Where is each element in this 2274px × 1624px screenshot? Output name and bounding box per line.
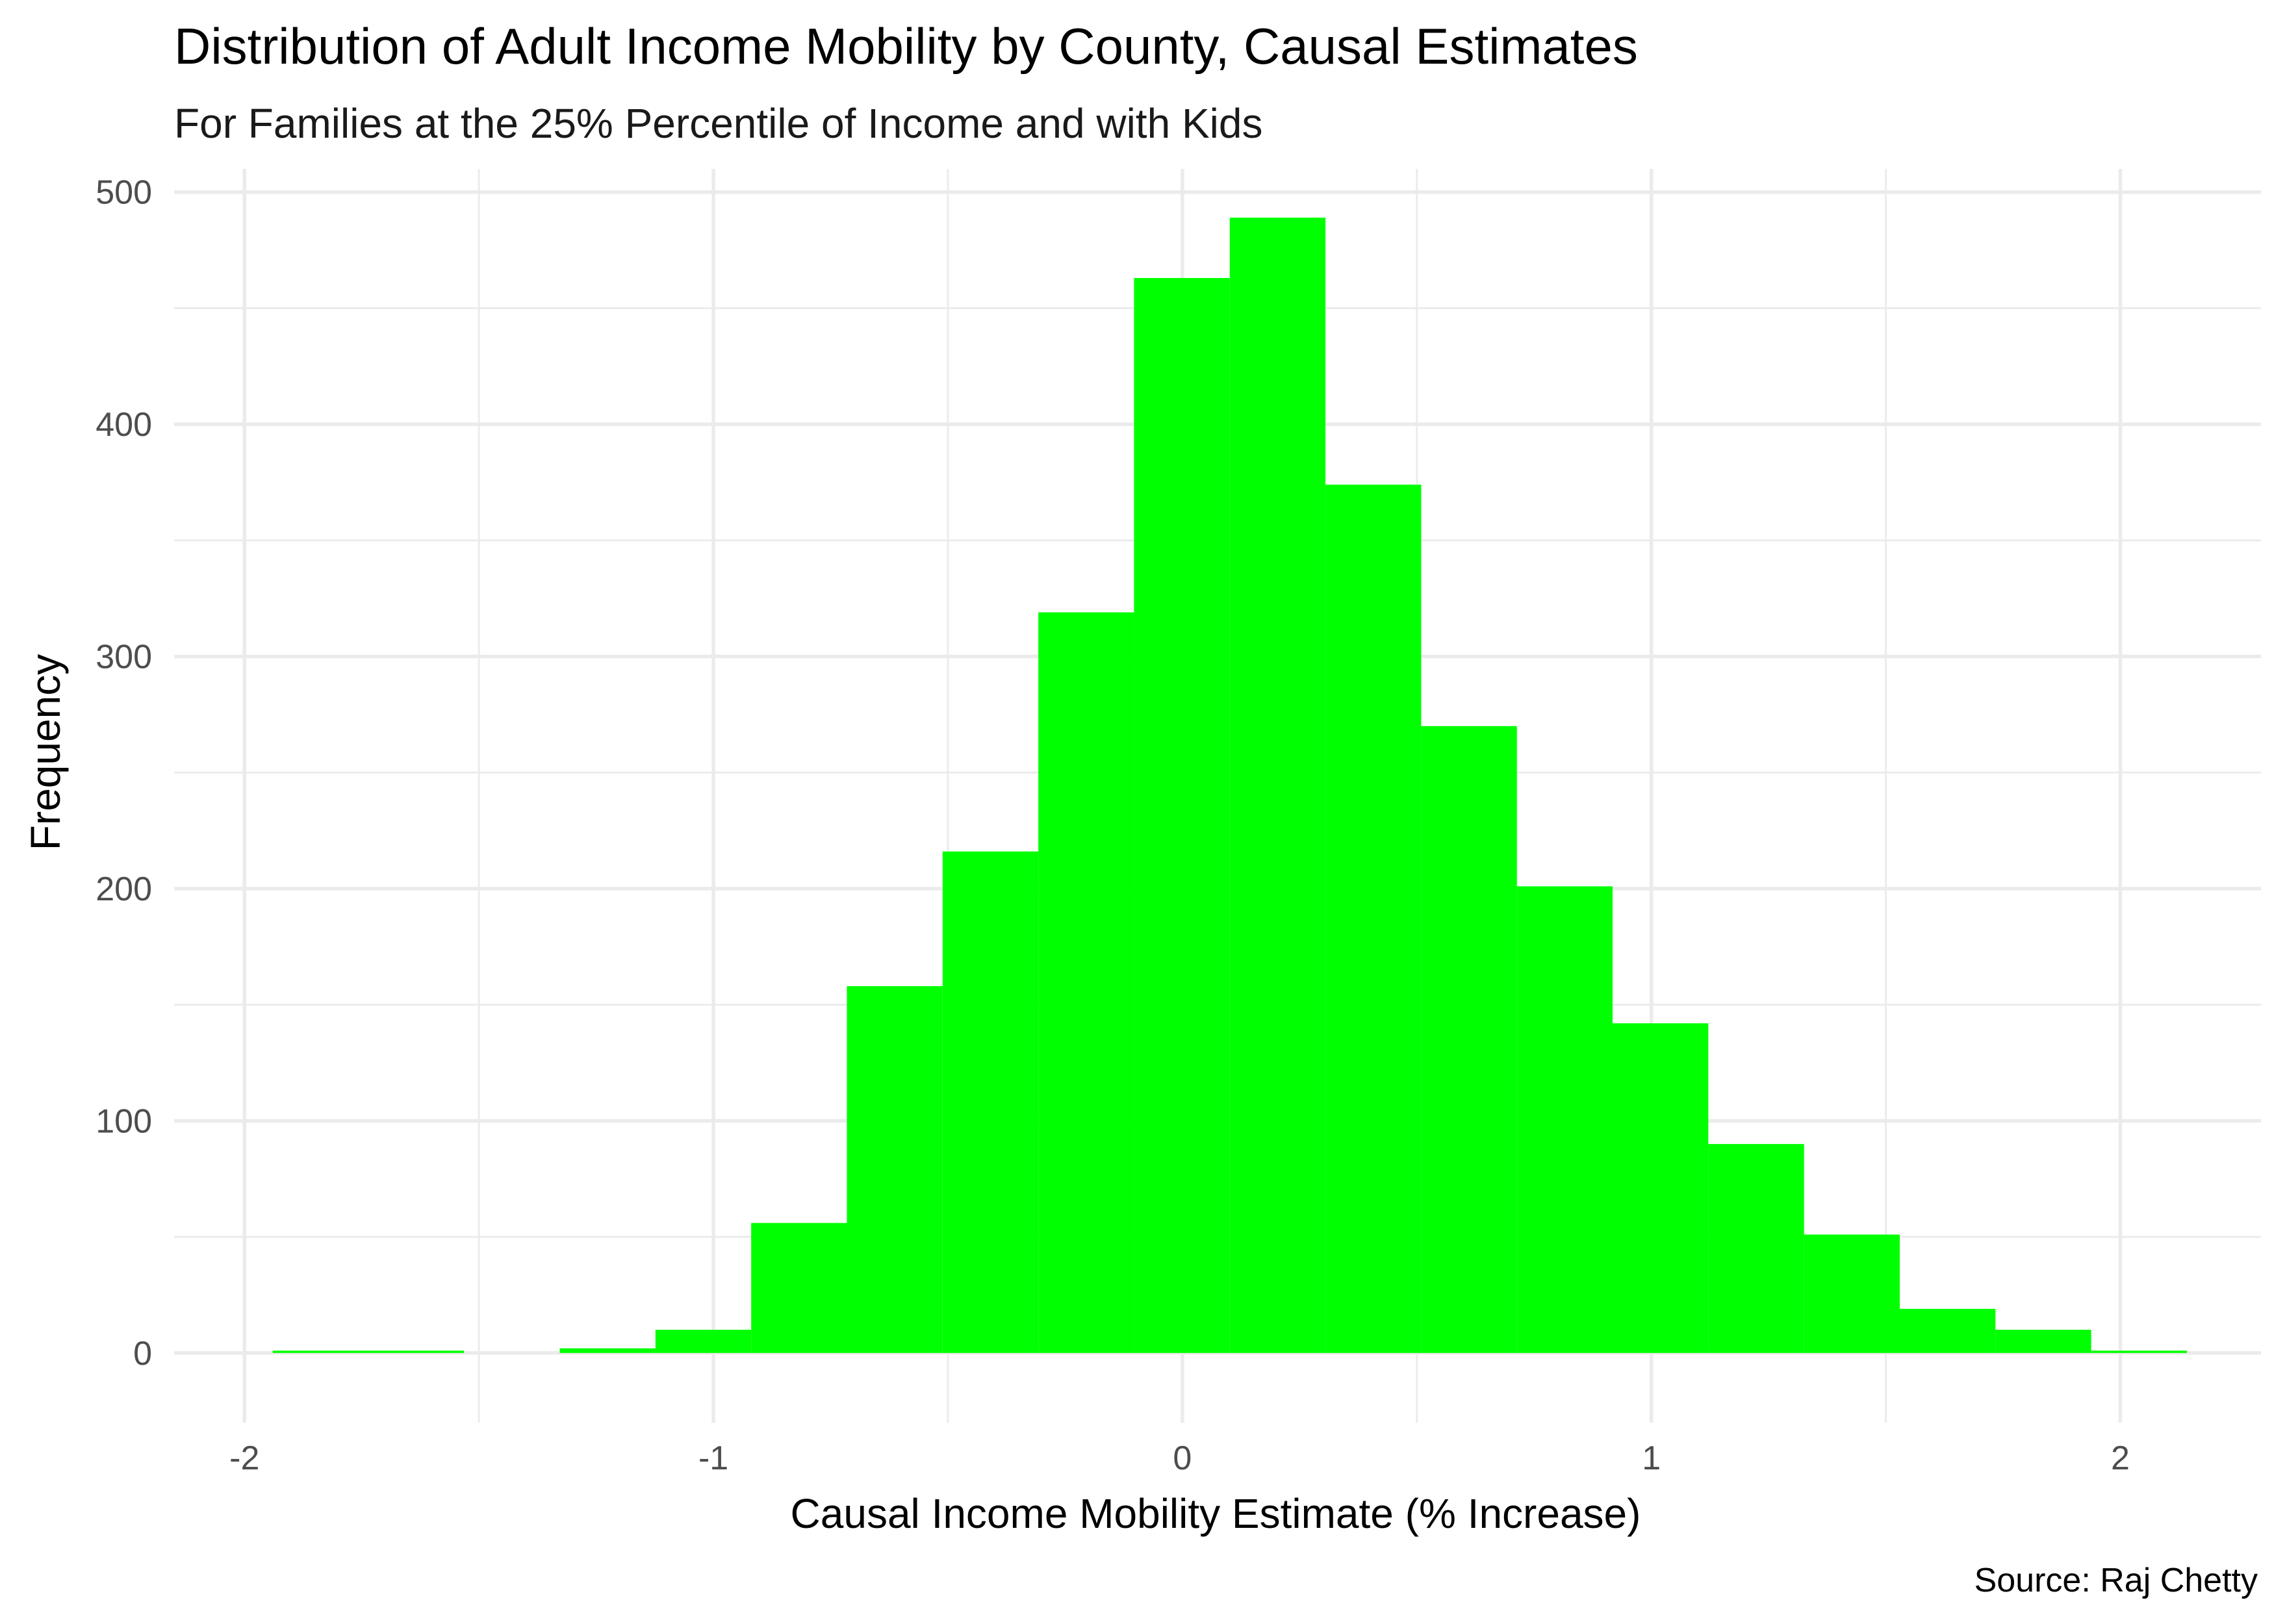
histogram-bars [272,218,2187,1353]
y-tick-label-3: 300 [96,639,152,676]
histogram-bar-5 [751,1223,847,1353]
histogram-bar-10 [1229,218,1326,1353]
histogram-bar-19 [2091,1351,2187,1353]
chart-subtitle: For Families at the 25% Percentile of In… [174,100,1262,147]
y-tick-label-5: 500 [96,174,152,212]
chart-title: Distribution of Adult Income Mobility by… [174,18,1638,75]
histogram-bar-13 [1516,886,1613,1353]
x-tick-label-3: 1 [1642,1440,1661,1477]
histogram-bar-3 [559,1348,656,1353]
x-axis-tick-labels: -2 -1 0 1 2 [229,1440,2130,1477]
y-axis-title: Frequency [22,654,69,850]
histogram-bar-17 [1899,1308,1996,1353]
histogram-bar-15 [1708,1144,1804,1353]
histogram-bar-11 [1325,485,1422,1353]
x-tick-label-2: 0 [1173,1440,1192,1477]
y-tick-label-1: 100 [96,1102,152,1140]
source-caption: Source: Raj Chetty [1974,1562,2258,1599]
histogram-bar-18 [1995,1330,2091,1353]
x-tick-label-4: 2 [2111,1440,2130,1477]
histogram-bar-7 [942,851,1039,1353]
y-tick-label-4: 400 [96,406,152,444]
histogram-bar-9 [1134,277,1230,1353]
histogram-bar-16 [1804,1234,1900,1353]
x-axis-title: Causal Income Mobility Estimate (% Incre… [791,1490,1641,1537]
y-axis-tick-labels: 0 100 200 300 400 500 [96,174,152,1373]
y-tick-label-0: 0 [133,1335,152,1373]
histogram-bar-4 [655,1330,752,1353]
histogram-bar-12 [1421,726,1517,1353]
histogram-bar-8 [1038,612,1134,1353]
y-tick-label-2: 200 [96,870,152,908]
histogram-bar-0 [272,1351,368,1353]
histogram-bar-1 [368,1351,465,1353]
x-tick-label-0: -2 [229,1440,259,1477]
x-tick-label-1: -1 [698,1440,728,1477]
histogram-bar-6 [847,986,943,1353]
histogram-bar-14 [1613,1023,1709,1353]
